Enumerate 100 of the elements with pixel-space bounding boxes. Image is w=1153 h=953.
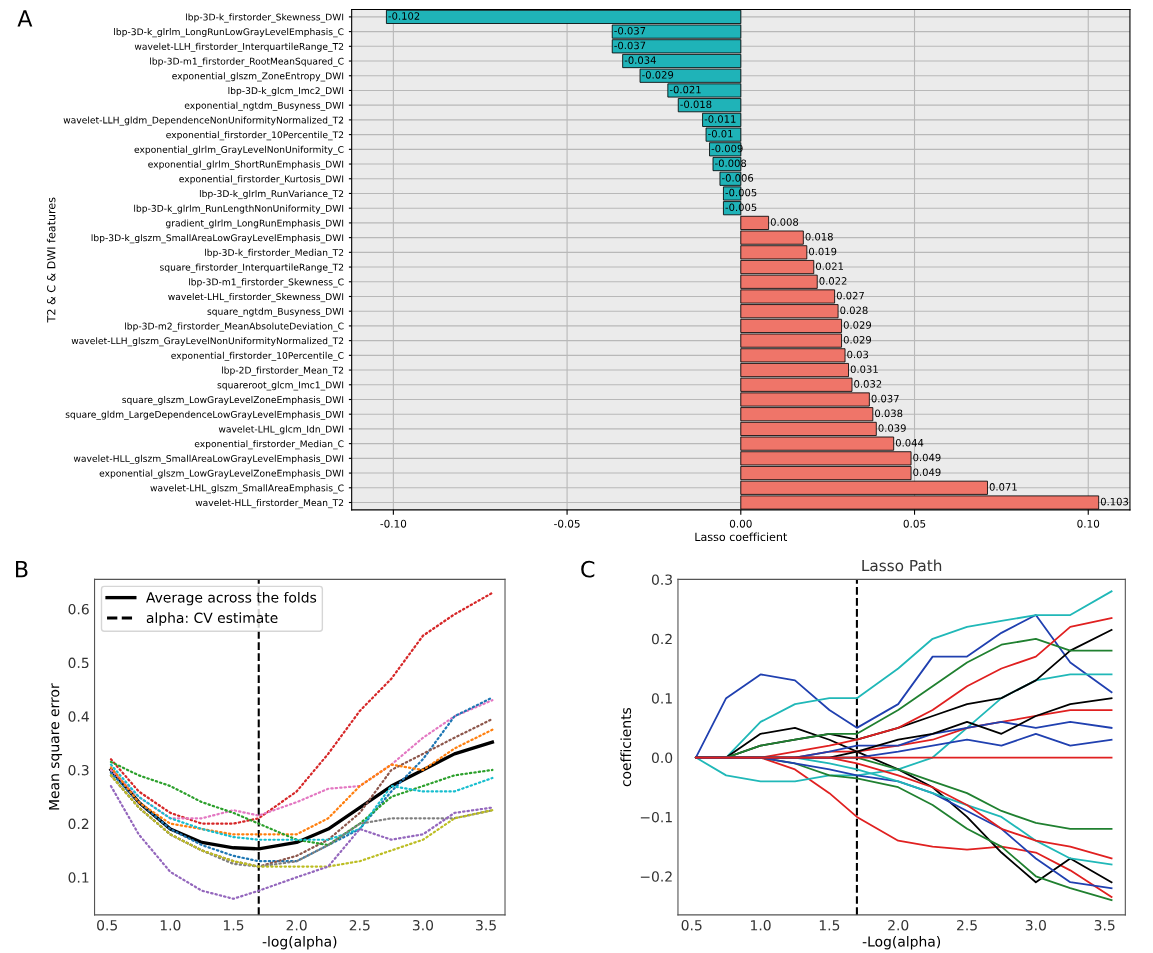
data-label: 0.044 [895,438,924,447]
data-label: 0.027 [836,291,864,300]
y-tick-label: wavelet-HLL_glszm_SmallAreaLowGrayLevelEmphasis_DWI [73,454,344,464]
data-label: -0.021 [669,85,701,94]
y-tick-label: lbp-3D-k_glrlm_RunLengthNonUniformity_DWI [134,204,344,214]
y-tick-label: −0.1 [640,811,672,823]
data-label: 0.019 [809,247,837,256]
y-tick-label: lbp-3D-k_glcm_Imc2_DWI [228,86,344,97]
y-tick-label: lbp-3D-k_glrlm_RunVariance_T2 [199,189,344,200]
y-tick-label: 0.2 [68,818,89,830]
x-tick-label: 3.0 [412,919,434,931]
data-label: 0.029 [843,335,872,344]
y-tick-label: exponential_glszm_ZoneEntropy_DWI [172,72,344,82]
y-tick-label: wavelet-HLL_firstorder_Mean_T2 [195,499,344,509]
y-axis-title: coefficients [620,707,632,787]
y-axis-title: T2 & C & DWI features [46,197,56,323]
data-label: 0.028 [840,306,868,315]
data-label: 0.071 [989,483,1017,491]
y-tick-label: 0.1 [651,693,672,704]
y-tick-label: 0.5 [68,657,89,669]
y-tick-label: lbp-3D-m2_firstorder_MeanAbsoluteDeviation_C [125,322,344,332]
y-tick-label: wavelet-LLH_gldm_DependenceNonUniformityNormalized_T2 [63,116,344,126]
data-label: 0.03 [847,350,869,359]
y-tick-label: exponential_glrlm_ShortRunEmphasis_DWI [148,160,344,170]
x-tick-label: 2.5 [349,919,370,931]
x-tick-label: -0.05 [554,519,580,528]
data-label: 0.039 [878,424,906,432]
y-tick-label: squareroot_glcm_Imc1_DWI [217,381,344,391]
x-tick-label: 2.5 [957,919,977,931]
data-label: 0.018 [805,232,833,241]
y-tick-label: lbp-3D-k_firstorder_Skewness_DWI [186,13,344,23]
y-tick-label: 0.1 [68,872,89,883]
y-tick-label: lbp-2D_firstorder_Mean_T2 [221,366,344,376]
y-tick-label: square_firstorder_InterquartileRange_T2 [160,263,344,273]
y-tick-label: exponential_glszm_LowGrayLevelZoneEmphasis_DWI [99,469,344,479]
y-tick-label: wavelet-LLH_firstorder_InterquartileRange_T2 [134,42,344,52]
x-tick-label: 0.05 [903,519,926,528]
data-label: -0.01 [708,129,733,138]
data-label: 0.008 [770,218,799,226]
y-tick-label: wavelet-LHL_glszm_SmallAreaEmphasis_C [150,484,344,494]
data-label: 0.049 [913,468,941,476]
y-tick-label: 0.0 [651,752,673,764]
data-label: -0.011 [704,115,736,123]
x-tick-label: 1.0 [751,919,771,931]
y-tick-label: 0.3 [68,764,89,776]
data-label: 0.029 [843,321,872,329]
data-label: -0.037 [614,41,646,50]
y-tick-label: 0.3 [651,574,672,585]
y-tick-label: 0.4 [68,711,89,722]
data-label: -0.037 [614,26,646,35]
x-tick-label: 0.10 [1077,519,1100,528]
data-label: 0.037 [871,394,899,403]
data-label: 0.021 [815,262,844,270]
y-tick-label: lbp-3D-m1_firstorder_Skewness_C [189,278,344,288]
y-tick-label: square_gldm_LargeDependenceLowGrayLevelEmphasis_DWI [65,410,344,420]
y-tick-label: 0.2 [651,633,672,645]
y-tick-label: wavelet-LHL_glcm_Idn_DWI [218,425,344,435]
ref-line-label: alpha: CV estimate [146,612,278,626]
x-tick-label: 1.5 [819,920,840,931]
y-tick-label: gradient_glrlm_LongRunEmphasis_DWI [165,219,344,229]
chart-title: Lasso Path [862,559,942,572]
x-tick-label: 0.5 [681,919,702,931]
y-tick-label: lbp-3D-k_glrlm_LongRunLowGrayLevelEmphasis_C [114,28,344,38]
x-tick-label: 1.0 [160,919,181,931]
y-tick-label: square_ngtdm_Busyness_DWI [207,307,344,317]
data-label: 0.103 [1100,497,1129,506]
data-label: 0.049 [913,453,941,462]
x-tick-label: 3.5 [476,919,496,931]
x-tick-label: 2.0 [888,919,909,931]
x-tick-label: 0.00 [729,519,752,528]
data-label: 0.022 [819,277,847,285]
text: C [581,560,595,578]
y-tick-label: lbp-3D-k_firstorder_Median_T2 [205,248,344,258]
data-label: -0.102 [388,12,420,20]
y-tick-label: 0.6 [68,603,89,615]
data-label: -0.005 [725,203,757,212]
data-label: -0.018 [680,100,712,109]
data-label: 0.032 [854,380,882,388]
data-label: -0.034 [624,56,656,64]
y-tick-label: exponential_ngtdm_Busyness_DWI [184,101,344,111]
y-tick-label: exponential_firstorder_10Percentile_C [171,351,344,361]
x-axis-title: -Log(alpha) [862,935,941,950]
text: B [16,561,28,578]
y-axis-title: Mean square error [49,683,63,810]
data-label: 0.038 [875,409,903,418]
x-axis-title: Lasso coefficient [695,532,788,542]
data-label: 0.031 [850,365,878,373]
x-tick-label: -0.10 [380,519,407,528]
y-tick-label: lbp-3D-m1_firstorder_RootMeanSquared_C [150,57,344,67]
x-tick-label: 3.0 [1025,919,1046,931]
text: A [17,10,33,27]
y-tick-label: exponential_glrlm_GrayLevelNonUniformity_C [134,145,344,155]
x-tick-label: 2.0 [286,919,307,931]
y-tick-label: −0.2 [640,871,672,882]
x-tick-label: 3.5 [1094,919,1115,931]
y-tick-label: exponential_firstorder_10Percentile_T2 [166,131,344,141]
x-tick-label: 1.5 [223,920,244,931]
y-tick-label: exponential_firstorder_Median_C [194,440,344,450]
y-tick-label: exponential_firstorder_Kurtosis_DWI [179,175,344,185]
data-label: -0.029 [642,71,674,79]
